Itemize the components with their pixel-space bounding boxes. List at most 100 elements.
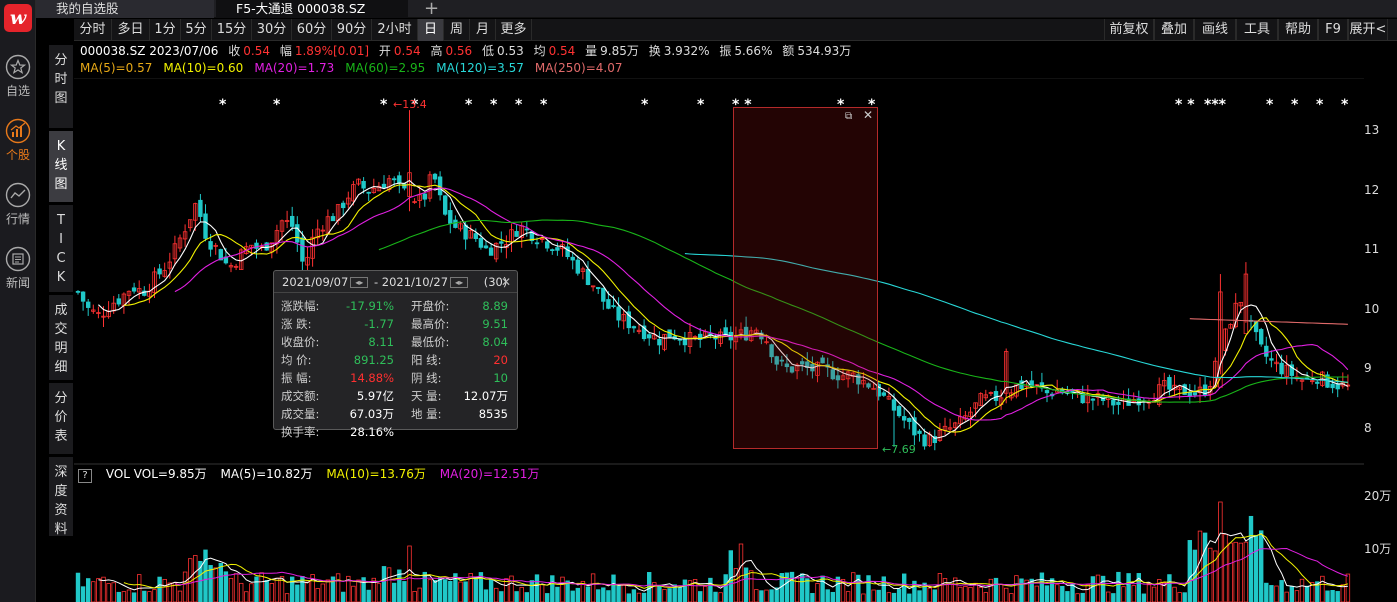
date-stepper-icon[interactable]: ◂▸ xyxy=(350,277,369,288)
tool-5[interactable]: 帮助 xyxy=(1278,19,1318,41)
volume-bar xyxy=(1248,515,1254,602)
period-1[interactable]: 分时 xyxy=(74,19,112,41)
tool-2[interactable]: 叠加 xyxy=(1154,19,1194,41)
candle-body xyxy=(458,223,463,230)
nav-market[interactable]: 行情 xyxy=(0,182,36,227)
period-11[interactable]: 周 xyxy=(444,19,470,41)
nav-watchlist[interactable]: 自选 xyxy=(0,54,36,99)
volume-bar xyxy=(973,582,978,602)
close-icon[interactable]: ✕ xyxy=(862,108,873,122)
volume-bar xyxy=(998,583,1004,602)
side-tab-5[interactable]: 分价表 xyxy=(49,383,73,455)
volume-bar xyxy=(851,572,856,602)
add-tab-button[interactable]: + xyxy=(424,0,440,19)
volume-bar xyxy=(1172,586,1177,602)
candle-body xyxy=(1157,384,1162,405)
side-tab-1[interactable]: 分时图 xyxy=(49,45,73,129)
quote-high-value: 0.56 xyxy=(445,44,473,58)
kline-chart[interactable] xyxy=(74,78,1364,602)
candle-body xyxy=(468,230,473,239)
volume-bar xyxy=(682,579,688,602)
nav-stock[interactable]: 个股 xyxy=(0,118,36,163)
volume-bar xyxy=(524,592,529,602)
volume-bars xyxy=(75,501,1351,602)
volume-bar xyxy=(1167,574,1172,602)
period-13[interactable]: 更多 xyxy=(496,19,532,41)
tool-3[interactable]: 画线 xyxy=(1194,19,1236,41)
restore-icon[interactable]: ⧉ xyxy=(845,111,853,122)
candle-body xyxy=(514,231,519,237)
period-10[interactable]: 日 xyxy=(418,19,444,41)
candle-body xyxy=(876,383,881,397)
period-5[interactable]: 15分 xyxy=(212,19,252,41)
signal-star: * * xyxy=(1175,97,1195,113)
candle-body xyxy=(631,326,637,329)
price-tick-11: 11 xyxy=(1364,242,1380,257)
close-icon[interactable]: ✕ xyxy=(500,275,511,289)
volume-bar xyxy=(432,580,438,602)
tool-6[interactable]: F9 xyxy=(1318,19,1348,41)
volume-bar xyxy=(514,591,519,602)
candle-body xyxy=(937,429,943,441)
side-tab-6[interactable]: 深度资料 xyxy=(49,457,73,537)
volume-bar xyxy=(1009,593,1014,602)
volume-bar xyxy=(988,578,994,602)
stock-chart-icon xyxy=(5,118,31,144)
period-3[interactable]: 1分 xyxy=(150,19,181,41)
tool-4[interactable]: 工具 xyxy=(1236,19,1278,41)
volume-bar xyxy=(1325,590,1330,602)
ma-legend-1: MA(5)=0.57 xyxy=(80,61,153,75)
volume-bar xyxy=(152,589,157,602)
period-6[interactable]: 30分 xyxy=(252,19,292,41)
volume-bar xyxy=(728,550,733,602)
period-2[interactable]: 多日 xyxy=(112,19,150,41)
volume-bar xyxy=(147,591,152,602)
candle-body xyxy=(75,290,81,293)
candle-body xyxy=(249,244,254,248)
volume-bar xyxy=(75,572,81,602)
volume-bar xyxy=(708,577,713,602)
tool-7[interactable]: 展开< xyxy=(1348,19,1388,41)
candle-body xyxy=(442,195,448,215)
candle-body xyxy=(1044,390,1050,394)
candle-body xyxy=(601,287,606,302)
signal-star: * xyxy=(868,97,876,113)
volume-bar xyxy=(274,577,280,602)
candle-body xyxy=(310,236,315,259)
tab-watchlist[interactable]: 我的自选股 xyxy=(36,0,214,18)
date-stepper-icon[interactable]: ◂▸ xyxy=(450,277,469,288)
tool-1[interactable]: 前复权 xyxy=(1104,19,1154,41)
volume-bar xyxy=(463,581,468,602)
quote-high-label: 高 xyxy=(430,44,443,58)
period-8[interactable]: 90分 xyxy=(332,19,372,41)
period-4[interactable]: 5分 xyxy=(181,19,212,41)
volume-bar xyxy=(677,587,682,602)
volume-bar xyxy=(106,583,111,602)
volume-bar xyxy=(499,591,504,602)
tab-stock[interactable]: F5-大通退 000038.SZ xyxy=(216,0,408,18)
signal-star: * xyxy=(219,97,227,113)
quote-amp-label: 振 xyxy=(719,44,732,58)
volume-bar xyxy=(1335,591,1340,602)
range-selection[interactable]: ⧉ ✕ xyxy=(733,107,878,449)
quote-open-label: 开 xyxy=(378,44,391,58)
period-7[interactable]: 60分 xyxy=(292,19,332,41)
volume-bar xyxy=(1330,590,1335,602)
volume-bar xyxy=(1299,578,1305,602)
help-icon[interactable]: ? xyxy=(78,469,92,483)
signal-star: * xyxy=(490,97,498,113)
period-9[interactable]: 2小时 xyxy=(372,19,418,41)
popup-start-date: 2021/09/07 xyxy=(282,275,349,289)
nav-news[interactable]: 新闻 xyxy=(0,246,36,291)
candle-body xyxy=(198,199,203,217)
popup-label: 最高价: xyxy=(411,317,450,331)
candle-body xyxy=(1310,380,1315,383)
volume-bar xyxy=(845,591,851,602)
volume-bar xyxy=(1177,592,1182,602)
period-12[interactable]: 月 xyxy=(470,19,496,41)
volume-bar xyxy=(1151,586,1157,602)
volume-bar xyxy=(555,586,560,602)
side-tab-4[interactable]: 成交明细 xyxy=(49,295,73,381)
